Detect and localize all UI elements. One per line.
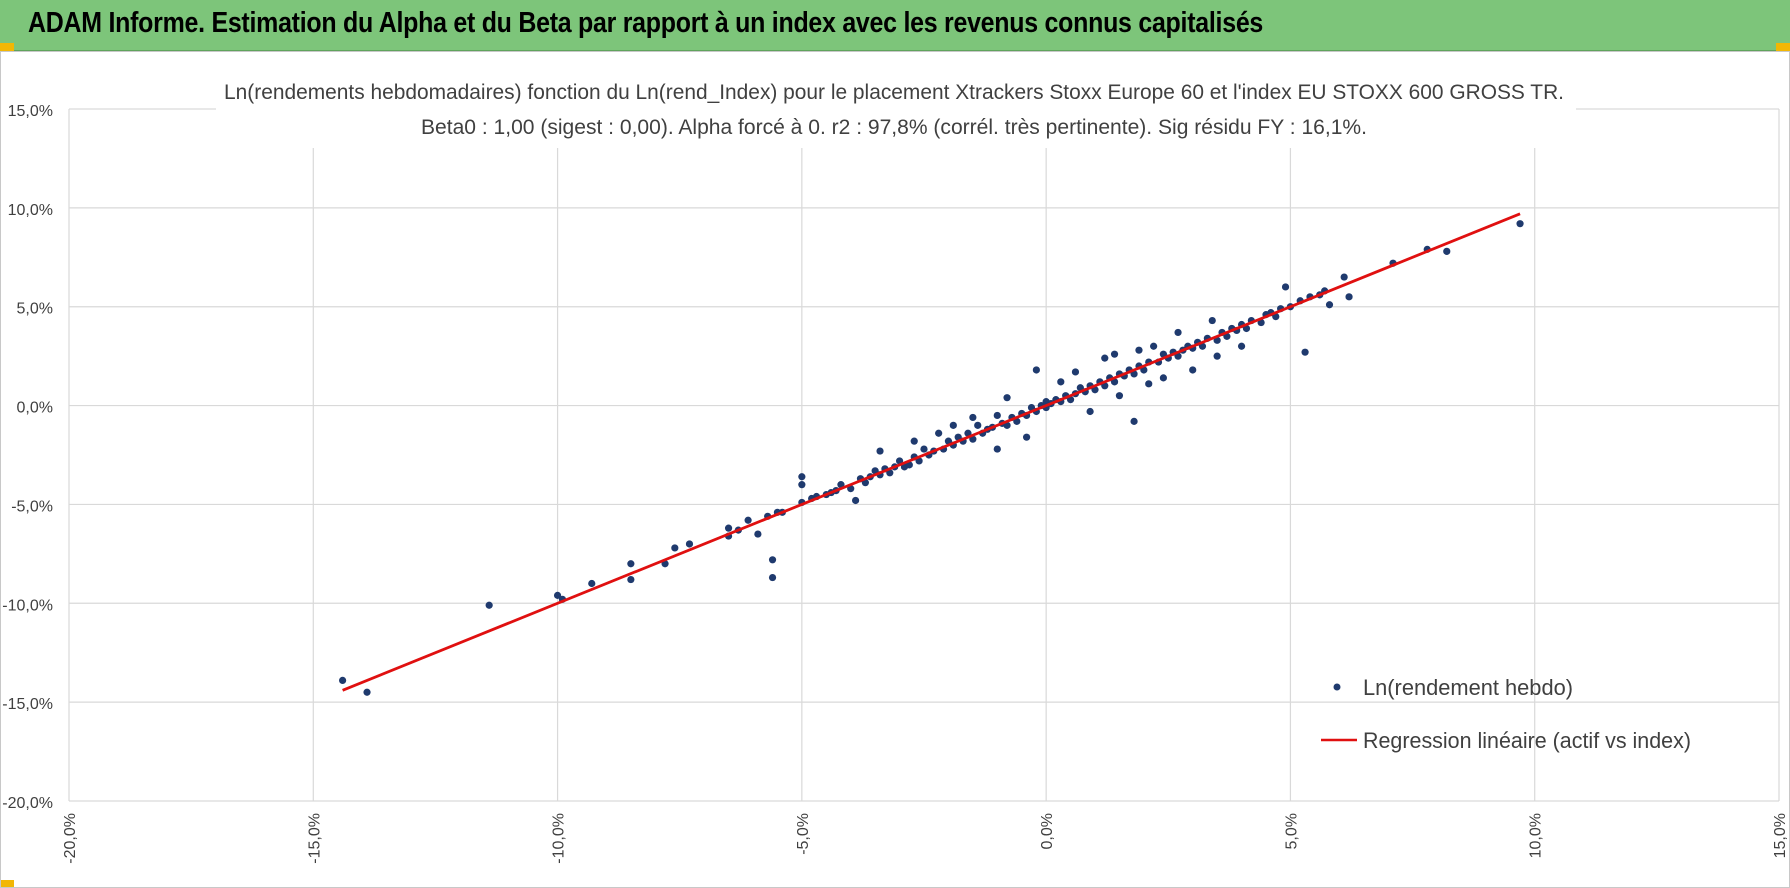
data-point <box>1516 220 1524 228</box>
scatter-chart: -20,0% -15,0% -10,0% -5,0% 0,0% 5,0% 10,0% 15,0… <box>2 74 1789 864</box>
data-point <box>685 540 694 548</box>
y-tick-label: -20,0% <box>2 795 53 812</box>
data-point <box>553 591 562 599</box>
legend-label-scatter: Ln(rendement hebdo) <box>1363 675 1573 700</box>
y-tick-label: 5,0% <box>17 301 53 318</box>
data-point <box>1115 392 1124 400</box>
data-point <box>1174 328 1182 337</box>
data-point <box>1057 378 1065 386</box>
data-point <box>744 516 752 524</box>
data-point <box>1301 348 1309 356</box>
y-tick-label: 0,0% <box>17 400 53 417</box>
data-point <box>1340 273 1348 281</box>
data-point <box>627 560 635 568</box>
data-point <box>339 676 347 684</box>
data-point <box>724 524 733 532</box>
data-point <box>935 429 943 437</box>
data-point <box>1071 368 1080 376</box>
x-tick-label: 15,0% <box>1772 813 1789 858</box>
data-point <box>798 481 806 489</box>
data-point <box>1135 346 1143 354</box>
data-point <box>1208 316 1216 325</box>
data-point <box>969 413 977 422</box>
corner-marker-bottom-left <box>0 880 14 888</box>
data-point <box>1023 433 1031 441</box>
data-point <box>1159 374 1167 382</box>
data-point <box>1101 354 1109 362</box>
data-point <box>627 575 635 584</box>
report-header: ADAM Informe. Estimation du Alpha et du … <box>0 0 1790 51</box>
data-point <box>485 601 493 609</box>
y-tick-label: -5,0% <box>11 498 53 515</box>
data-point <box>1130 417 1138 425</box>
legend-marker-scatter <box>1333 683 1341 691</box>
data-point <box>949 421 957 429</box>
x-tick-label: 0,0% <box>1039 813 1056 849</box>
data-point <box>1032 366 1040 374</box>
data-point <box>768 573 777 582</box>
y-tick-label: -10,0% <box>2 597 53 614</box>
x-tick-label: -20,0% <box>62 813 79 864</box>
corner-marker-right <box>1776 43 1790 51</box>
data-point <box>1110 350 1119 358</box>
data-point <box>1281 283 1290 291</box>
legend-label-line: Regression linéaire (actif vs index) <box>1363 728 1691 753</box>
data-series <box>339 212 1524 696</box>
chart-area: -20,0% -15,0% -10,0% -5,0% 0,0% 5,0% 10,0% 15,0… <box>0 51 1790 888</box>
corner-marker-left <box>0 43 14 51</box>
chart-title-block: Ln(rendements hebdomadaires) fonction du… <box>216 74 1576 148</box>
axis-labels: -20,0% -15,0% -10,0% -5,0% 0,0% 5,0% 10,0% 15,0… <box>2 103 1789 864</box>
data-point <box>1237 342 1246 350</box>
regression-line <box>342 212 1521 692</box>
data-point <box>363 688 371 696</box>
data-point <box>754 530 762 538</box>
y-tick-label: -15,0% <box>2 696 53 713</box>
x-tick-label: -10,0% <box>551 813 568 864</box>
y-tick-label: 10,0% <box>8 202 53 219</box>
y-tick-label: 15,0% <box>8 103 53 120</box>
grid-lines <box>68 108 1780 802</box>
data-point <box>768 556 777 564</box>
x-tick-label: 5,0% <box>1283 813 1300 849</box>
data-point <box>798 473 806 481</box>
data-point <box>1189 366 1197 374</box>
data-point <box>1345 293 1353 301</box>
data-point <box>920 445 928 453</box>
data-point <box>1213 352 1221 360</box>
data-point <box>1086 407 1094 416</box>
data-point <box>993 411 1001 420</box>
x-tick-label: -15,0% <box>306 813 323 864</box>
chart-subtitle: Beta0 : 1,00 (sigest : 0,00). Alpha forc… <box>421 115 1367 139</box>
chart-title: Ln(rendements hebdomadaires) fonction du… <box>224 80 1564 104</box>
data-point <box>1003 394 1011 402</box>
x-tick-label: -5,0% <box>795 813 812 855</box>
data-point <box>1150 342 1158 350</box>
data-point <box>974 421 982 429</box>
report-title: ADAM Informe. Estimation du Alpha et du … <box>28 7 1264 39</box>
data-point <box>1325 301 1334 309</box>
data-point <box>852 496 860 505</box>
data-point <box>1443 247 1451 255</box>
data-point <box>588 579 596 588</box>
data-point <box>1145 380 1153 388</box>
data-point <box>876 447 884 455</box>
data-point <box>910 437 918 445</box>
x-tick-label: 10,0% <box>1528 813 1545 858</box>
title-background <box>216 74 1576 148</box>
data-point <box>671 544 679 552</box>
legend: Ln(rendement hebdo) Regression linéaire … <box>1321 675 1691 753</box>
data-point <box>993 445 1001 453</box>
